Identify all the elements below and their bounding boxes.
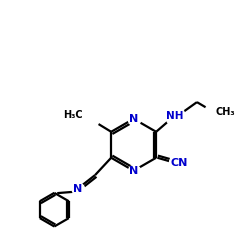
Text: CN: CN [170, 158, 188, 168]
Text: NH: NH [166, 111, 184, 121]
Text: N: N [129, 114, 138, 124]
Text: CH₃: CH₃ [216, 107, 235, 117]
Text: N: N [129, 166, 138, 176]
Text: H₃C: H₃C [63, 110, 83, 120]
Text: N: N [73, 184, 83, 194]
